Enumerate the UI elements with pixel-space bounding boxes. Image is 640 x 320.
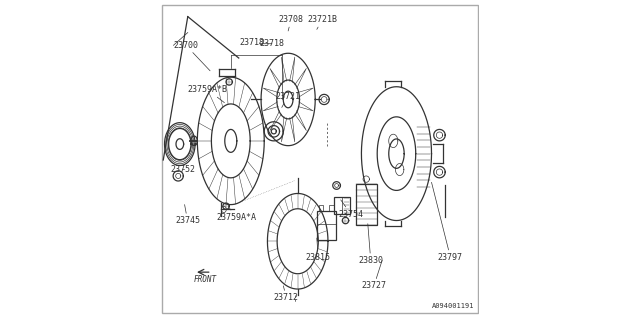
- Text: 23712: 23712: [274, 286, 299, 302]
- Text: 23721: 23721: [275, 92, 300, 108]
- Text: 23759A*B: 23759A*B: [188, 85, 228, 103]
- Text: A094001191: A094001191: [432, 303, 474, 309]
- Text: 23754: 23754: [339, 200, 364, 219]
- Text: 23718: 23718: [259, 39, 284, 48]
- Text: 23708: 23708: [278, 15, 303, 31]
- Text: 23745: 23745: [175, 204, 200, 225]
- Bar: [319, 204, 323, 211]
- Text: 23752: 23752: [170, 165, 195, 174]
- Text: 23721B: 23721B: [307, 15, 337, 29]
- Bar: [334, 197, 350, 214]
- Bar: [356, 184, 376, 225]
- Bar: [330, 204, 334, 211]
- Text: 23759A*A: 23759A*A: [216, 208, 257, 222]
- Text: 23727: 23727: [362, 260, 387, 290]
- Bar: [317, 211, 336, 240]
- Text: 23815: 23815: [306, 238, 331, 262]
- Text: 23718: 23718: [239, 38, 264, 47]
- Text: 23830: 23830: [358, 224, 383, 265]
- Text: FRONT: FRONT: [194, 275, 217, 284]
- Text: 23700: 23700: [173, 41, 210, 71]
- Text: 23797: 23797: [431, 182, 463, 262]
